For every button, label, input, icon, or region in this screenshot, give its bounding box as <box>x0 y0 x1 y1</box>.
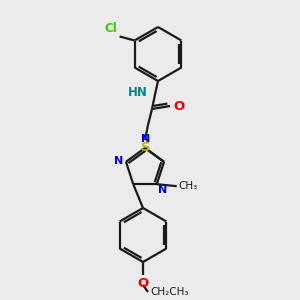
Text: HN: HN <box>128 86 148 100</box>
Text: Cl: Cl <box>105 22 118 34</box>
Text: CH₃: CH₃ <box>179 181 198 191</box>
Text: N: N <box>141 134 151 144</box>
Text: O: O <box>173 100 184 112</box>
Text: CH₂CH₃: CH₂CH₃ <box>150 287 188 297</box>
Text: N: N <box>114 156 123 166</box>
Text: O: O <box>137 277 148 290</box>
Text: N: N <box>158 185 167 195</box>
Text: S: S <box>141 141 151 154</box>
